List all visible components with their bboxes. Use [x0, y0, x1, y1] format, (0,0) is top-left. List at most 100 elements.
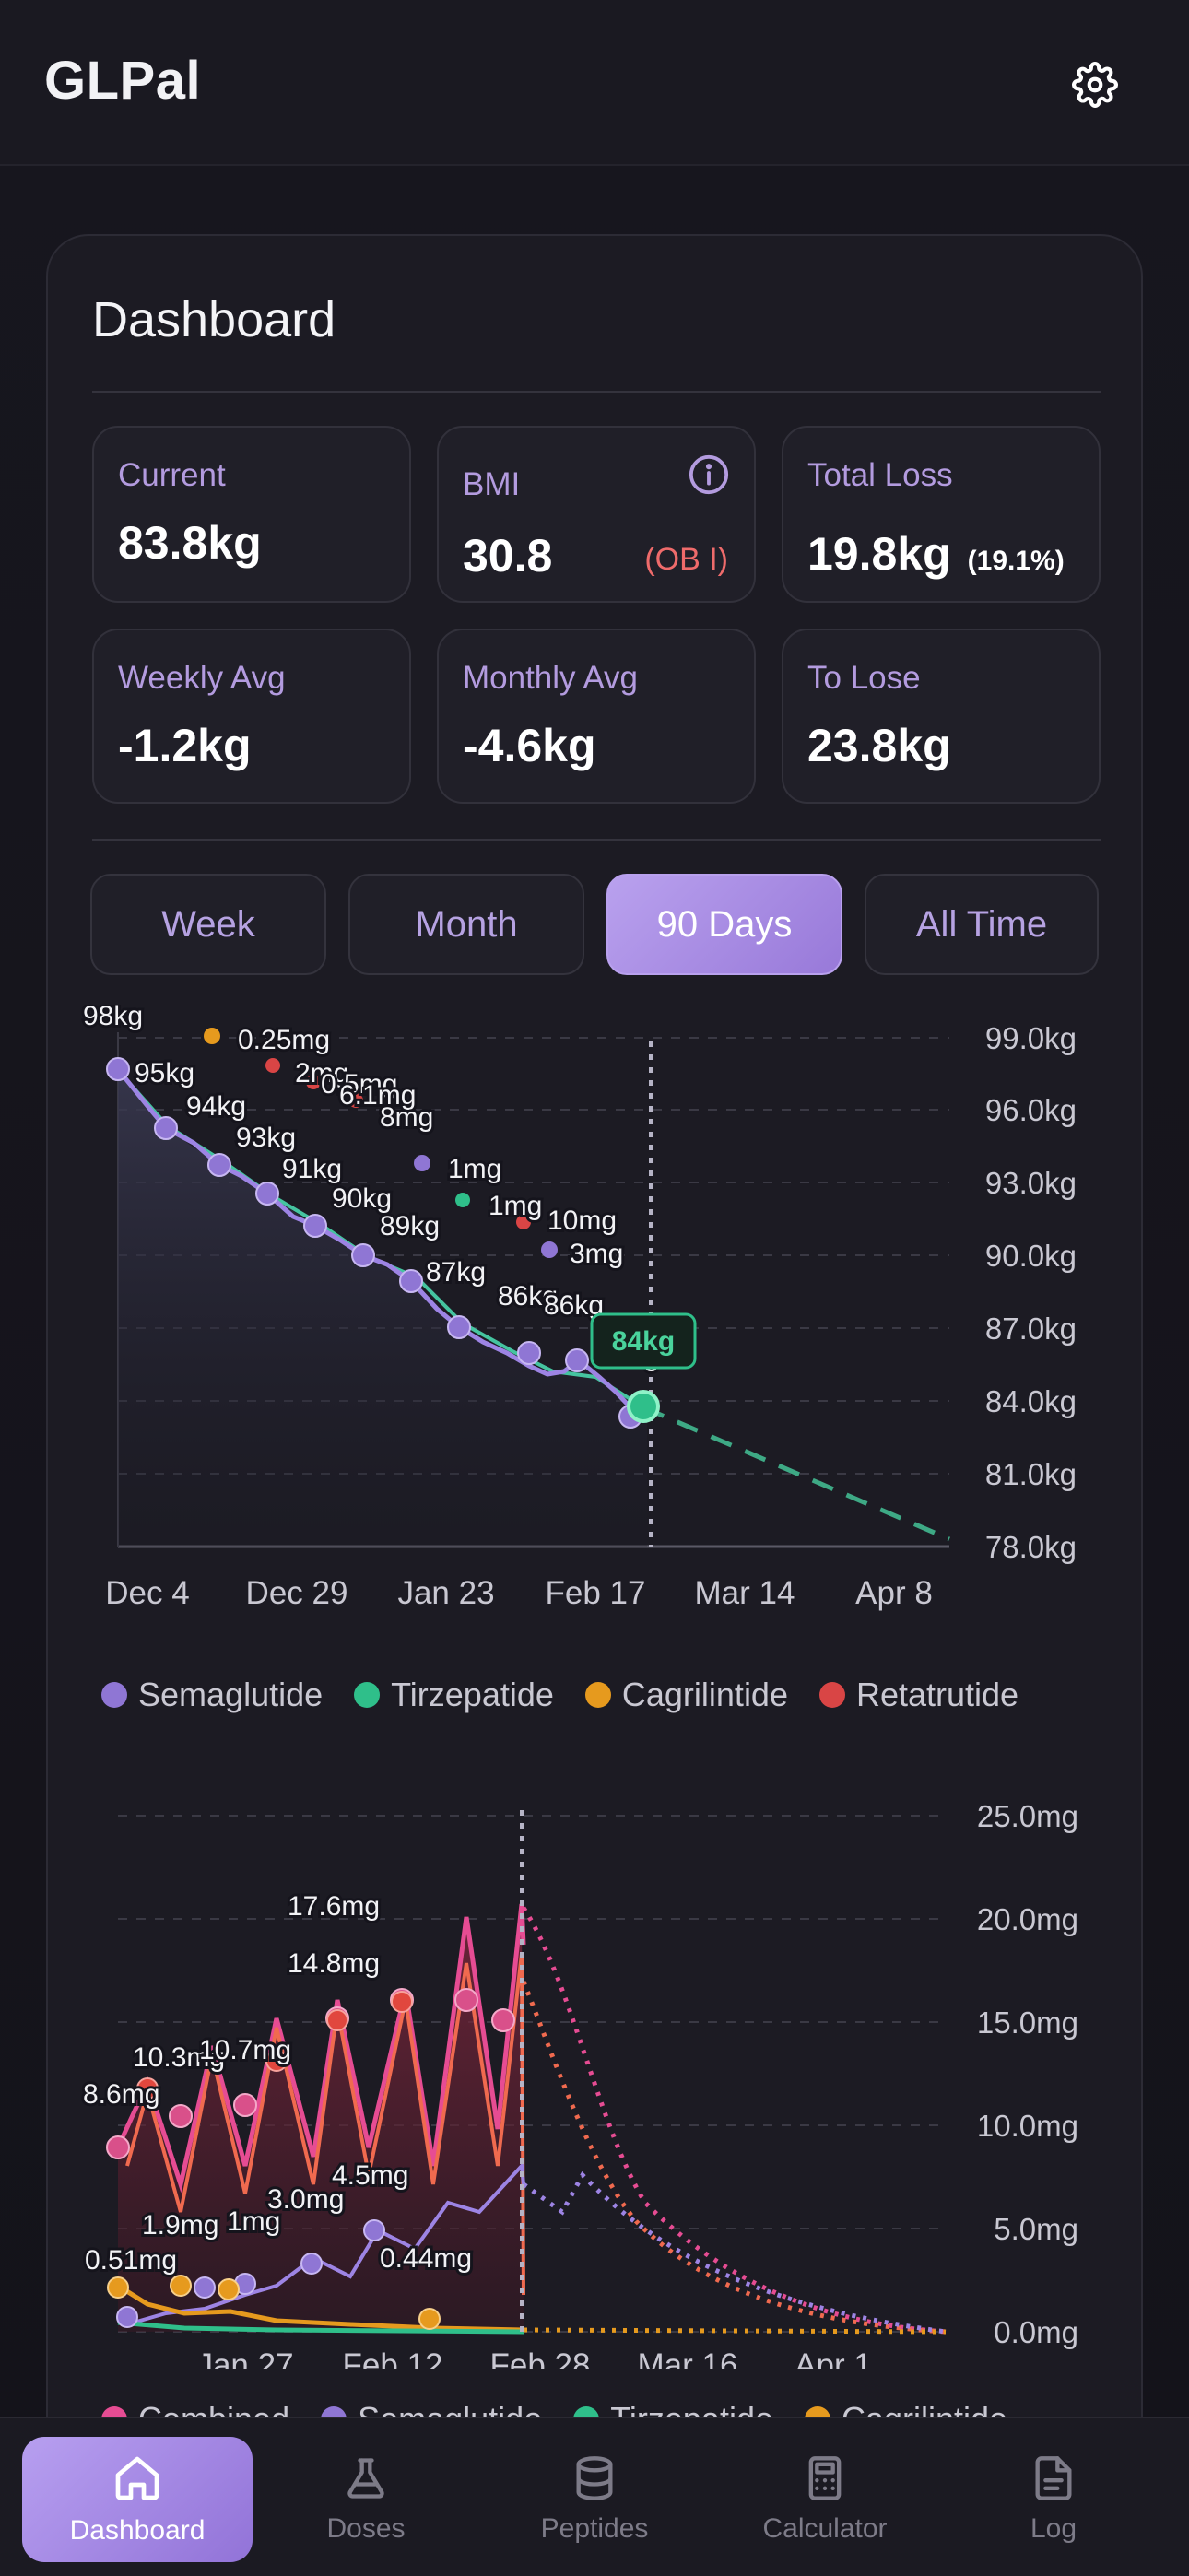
y-tick-label: 96.0kg — [985, 1093, 1077, 1127]
y-tick-label: 81.0kg — [985, 1457, 1077, 1491]
dose-marker-semaglutide[interactable] — [414, 1155, 430, 1171]
tab-week[interactable]: Week — [90, 874, 326, 975]
legend-label: Cagrilintide — [621, 1676, 788, 1713]
dose-label: 0.5mg — [321, 1069, 397, 1100]
stat-label: BMI — [463, 466, 521, 502]
weight-label: 93kg — [236, 1123, 296, 1153]
dose-point[interactable] — [326, 2009, 348, 2031]
total-loss-percent: (19.1%) — [967, 546, 1065, 576]
weight-point[interactable] — [351, 1243, 375, 1267]
info-icon[interactable] — [688, 453, 730, 496]
nav-log[interactable]: Log — [938, 2437, 1169, 2562]
x-tick-label: Jan 27 — [196, 2347, 293, 2369]
dose-point[interactable] — [169, 2104, 193, 2128]
dose-point[interactable] — [136, 2077, 159, 2100]
dose-point[interactable] — [265, 2050, 288, 2072]
dose-points-semaglutide — [116, 2219, 385, 2328]
dose-point[interactable] — [363, 2219, 385, 2241]
weight-label: 95kg — [135, 1058, 194, 1088]
dose-peak-labels: 17.6mg 14.8mg 10.3mg 10.7mg 8.6mg 4.5mg … — [80, 1888, 475, 2278]
current-weight-point[interactable] — [627, 1390, 660, 1423]
weight-point[interactable] — [154, 1116, 178, 1140]
weight-point[interactable] — [106, 1057, 130, 1081]
dose-point[interactable] — [218, 2278, 240, 2300]
stat-label: Current — [118, 457, 226, 493]
dose-point[interactable] — [107, 2276, 129, 2299]
dose-point[interactable] — [116, 2306, 138, 2328]
weight-projection-line — [642, 1405, 950, 1542]
dose-point[interactable] — [106, 2135, 130, 2159]
dose-x-ticks: Jan 27 Feb 12 Feb 28 Mar 16 Apr 1 — [196, 2347, 871, 2369]
weight-point[interactable] — [565, 1348, 589, 1372]
dose-marker-tirzepatide[interactable] — [455, 1193, 470, 1207]
combined-projection — [521, 1906, 947, 2335]
tab-month[interactable]: Month — [348, 874, 584, 975]
dose-point[interactable] — [454, 1988, 478, 2012]
weight-point[interactable] — [399, 1269, 423, 1293]
peak-label: 14.8mg — [288, 1948, 380, 1979]
app-header: GLPal — [0, 0, 1189, 166]
dose-point[interactable] — [418, 2308, 441, 2330]
tab-90-days[interactable]: 90 Days — [606, 874, 842, 975]
nav-peptides[interactable]: Peptides — [479, 2437, 710, 2562]
stat-label: Total Loss — [807, 457, 953, 493]
dose-point[interactable] — [170, 2275, 192, 2297]
bmi-category-badge: (OB I) — [644, 542, 728, 577]
y-tick-label: 10.0mg — [977, 2109, 1078, 2143]
dose-point[interactable] — [233, 2093, 257, 2117]
weight-point[interactable] — [517, 1341, 541, 1365]
dose-marker-cagrilintide[interactable] — [204, 1028, 220, 1044]
nav-label: Log — [1030, 2513, 1077, 2544]
legend-dot — [584, 1682, 611, 1708]
total-loss-value: 19.8kg — [807, 528, 951, 580]
legend-label: Semaglutide — [138, 1676, 324, 1713]
legend-item-semaglutide[interactable]: Semaglutide — [101, 1676, 323, 1714]
x-tick-label: Dec 4 — [105, 1575, 189, 1611]
bottom-nav: Dashboard Doses Peptides Calculator Log — [0, 2417, 1189, 2576]
weight-point[interactable] — [255, 1182, 279, 1206]
nav-dashboard[interactable]: Dashboard — [22, 2437, 253, 2562]
dose-point[interactable] — [391, 1991, 413, 2013]
legend-item-retatrutide[interactable]: Retatrutide — [818, 1676, 1018, 1714]
weight-x-ticks: Dec 4 Dec 29 Jan 23 Feb 17 Mar 14 Apr 8 — [105, 1575, 933, 1611]
legend-item-tirzepatide[interactable]: Tirzepatide — [354, 1676, 554, 1714]
legend-dot — [818, 1682, 845, 1708]
dose-label: 3mg — [570, 1239, 623, 1269]
dose-marker-retatrutide[interactable] — [348, 1093, 363, 1108]
peak-label: 3.0mg — [267, 2184, 344, 2215]
dose-point[interactable] — [194, 2276, 216, 2299]
tab-all-time[interactable]: All Time — [865, 874, 1099, 975]
database-icon — [576, 2456, 613, 2500]
legend-dot — [101, 1682, 127, 1708]
dose-label: 1mg — [448, 1154, 501, 1184]
dose-point[interactable] — [491, 2008, 515, 2032]
stat-value: -4.6kg — [463, 720, 596, 771]
semaglutide-line — [126, 2161, 525, 2326]
nav-label: Peptides — [540, 2513, 649, 2544]
stat-value: 19.8kg (19.1%) — [807, 527, 1065, 581]
dose-label: 6.1mg — [339, 1080, 416, 1111]
dose-marker-retatrutide[interactable] — [306, 1075, 321, 1089]
legend-item-cagrilintide[interactable]: Cagrilintide — [584, 1676, 788, 1714]
divider — [92, 839, 1101, 841]
home-icon — [115, 2456, 159, 2500]
y-tick-label: 25.0mg — [977, 1799, 1078, 1833]
nav-calculator[interactable]: Calculator — [710, 2437, 940, 2562]
y-tick-label: 20.0mg — [977, 1902, 1078, 1936]
dose-marker-semaglutide[interactable] — [541, 1241, 558, 1258]
dose-point[interactable] — [300, 2253, 323, 2275]
stat-value: 30.8 — [463, 530, 553, 582]
dose-labels: 0.25mg 2mg 0.5mg 6.1mg 8mg 1mg 1mg 10mg … — [235, 1022, 626, 1272]
dose-label: 8mg — [380, 1102, 433, 1133]
current-weight-badge-label: 84kg — [612, 1326, 675, 1357]
weight-point[interactable] — [207, 1153, 231, 1177]
weight-point[interactable] — [303, 1214, 327, 1238]
weight-label: 91kg — [282, 1154, 342, 1184]
dose-marker-retatrutide[interactable] — [265, 1058, 280, 1073]
nav-doses[interactable]: Doses — [251, 2437, 481, 2562]
settings-button[interactable] — [1065, 55, 1124, 114]
stat-value: 23.8kg — [807, 720, 951, 771]
weight-point[interactable] — [447, 1315, 471, 1339]
dose-marker-retatrutide[interactable] — [516, 1215, 531, 1229]
semaglutide-projection — [522, 2170, 947, 2335]
